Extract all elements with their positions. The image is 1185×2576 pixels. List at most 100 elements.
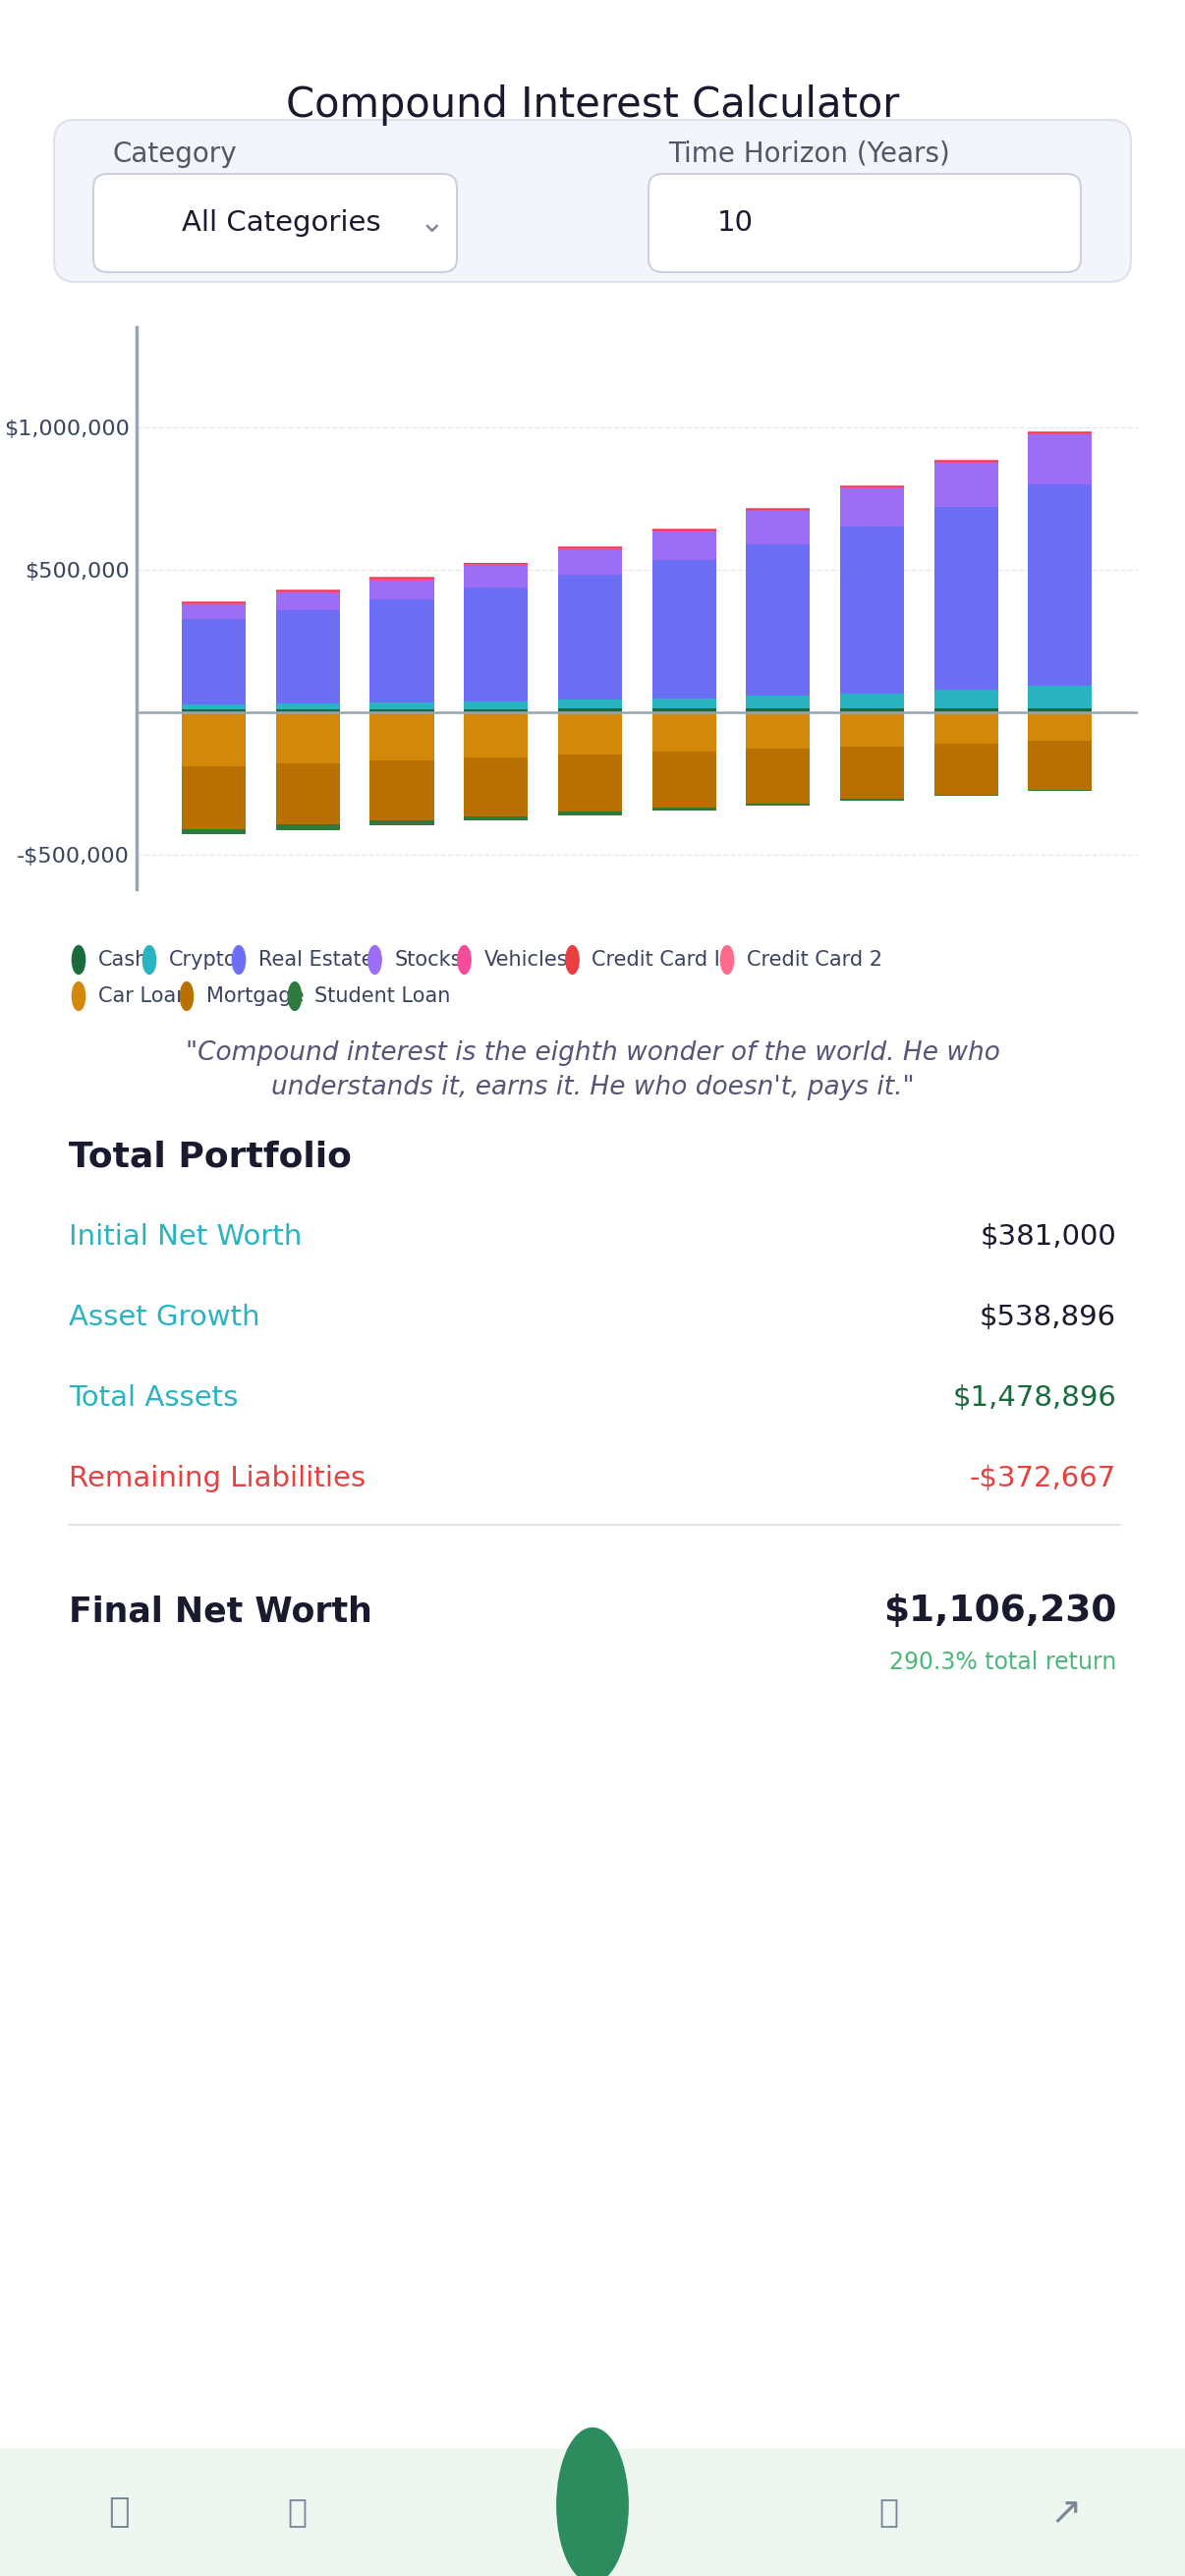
Bar (840, 747, 904, 799)
Bar (934, 464, 998, 507)
Bar (370, 580, 434, 600)
Bar (934, 708, 998, 711)
Bar (840, 489, 904, 526)
Bar (558, 708, 622, 711)
Bar (652, 562, 716, 698)
Bar (652, 806, 716, 811)
Bar (1029, 484, 1093, 685)
Bar (934, 744, 998, 793)
Bar (276, 711, 340, 762)
Text: Time Horizon (Years): Time Horizon (Years) (668, 142, 950, 167)
Bar (1029, 711, 1093, 739)
Text: 🖩: 🖩 (287, 2496, 307, 2530)
Bar (463, 567, 527, 587)
Text: Asset Growth: Asset Growth (69, 1303, 260, 1332)
Text: Vehicles: Vehicles (483, 951, 568, 969)
Bar (934, 507, 998, 690)
Bar (558, 549, 622, 574)
Bar (276, 762, 340, 824)
Text: 💰: 💰 (108, 2496, 129, 2530)
Bar (652, 711, 716, 752)
Bar (840, 711, 904, 747)
Text: $1,478,896: $1,478,896 (953, 1383, 1116, 1412)
Bar (558, 755, 622, 811)
Text: -$372,667: -$372,667 (969, 1466, 1116, 1492)
FancyBboxPatch shape (0, 2447, 1185, 2576)
Bar (747, 750, 811, 804)
Text: Total Assets: Total Assets (69, 1383, 238, 1412)
Text: Compound Interest Calculator: Compound Interest Calculator (286, 85, 899, 126)
FancyBboxPatch shape (55, 121, 1130, 281)
Bar (840, 526, 904, 693)
Text: "Compound interest is the eighth wonder of the world. He who: "Compound interest is the eighth wonder … (185, 1041, 1000, 1066)
Bar (370, 600, 434, 703)
Text: 10: 10 (717, 209, 754, 237)
Bar (934, 690, 998, 708)
Bar (181, 618, 245, 706)
Bar (840, 693, 904, 708)
Bar (747, 696, 811, 708)
Bar (276, 708, 340, 711)
Text: ↗: ↗ (1050, 2494, 1082, 2530)
FancyBboxPatch shape (648, 175, 1081, 273)
Text: $1,106,230: $1,106,230 (883, 1595, 1116, 1628)
Bar (181, 605, 245, 618)
Text: 290.3% total return: 290.3% total return (889, 1651, 1116, 1674)
Text: 📅: 📅 (878, 2496, 898, 2530)
Text: Real Estate: Real Estate (258, 951, 374, 969)
Text: Final Net Worth: Final Net Worth (69, 1595, 372, 1628)
Text: Credit Card 2: Credit Card 2 (747, 951, 883, 969)
Bar (370, 760, 434, 819)
Bar (463, 757, 527, 817)
Bar (652, 531, 716, 562)
Bar (934, 711, 998, 744)
Text: Cash: Cash (98, 951, 148, 969)
Bar (276, 703, 340, 708)
Text: Student Loan: Student Loan (314, 987, 450, 1007)
Bar (747, 513, 811, 544)
Bar (558, 711, 622, 755)
Text: understands it, earns it. He who doesn't, pays it.": understands it, earns it. He who doesn't… (271, 1074, 914, 1100)
FancyBboxPatch shape (94, 175, 457, 273)
Bar (181, 708, 245, 711)
Bar (747, 544, 811, 696)
Bar (370, 703, 434, 708)
Bar (181, 829, 245, 835)
Bar (652, 708, 716, 711)
Bar (747, 711, 811, 750)
Text: Total Portfolio: Total Portfolio (69, 1139, 352, 1172)
Bar (558, 811, 622, 814)
Bar (181, 765, 245, 829)
Bar (276, 592, 340, 611)
Bar (1029, 708, 1093, 711)
Bar (370, 819, 434, 824)
Text: $381,000: $381,000 (980, 1224, 1116, 1252)
Bar (463, 701, 527, 708)
Bar (558, 701, 622, 708)
Text: Stocks: Stocks (395, 951, 462, 969)
Bar (181, 706, 245, 708)
Bar (370, 711, 434, 760)
Bar (558, 574, 622, 701)
Bar (181, 711, 245, 765)
Text: Crypto: Crypto (169, 951, 237, 969)
Text: Remaining Liabilities: Remaining Liabilities (69, 1466, 366, 1492)
Text: ⌄: ⌄ (419, 209, 444, 237)
Bar (463, 587, 527, 701)
Bar (840, 708, 904, 711)
Text: All Categories: All Categories (181, 209, 380, 237)
Text: Category: Category (113, 142, 237, 167)
Bar (276, 611, 340, 703)
Text: Initial Net Worth: Initial Net Worth (69, 1224, 302, 1252)
Text: +: + (570, 2478, 615, 2532)
Bar (276, 824, 340, 829)
Bar (463, 708, 527, 711)
Text: $538,896: $538,896 (980, 1303, 1116, 1332)
Bar (1029, 739, 1093, 791)
Bar (652, 752, 716, 806)
Text: Mortgage: Mortgage (206, 987, 305, 1007)
Bar (463, 817, 527, 819)
Bar (747, 708, 811, 711)
Bar (1029, 685, 1093, 708)
Bar (1029, 435, 1093, 484)
